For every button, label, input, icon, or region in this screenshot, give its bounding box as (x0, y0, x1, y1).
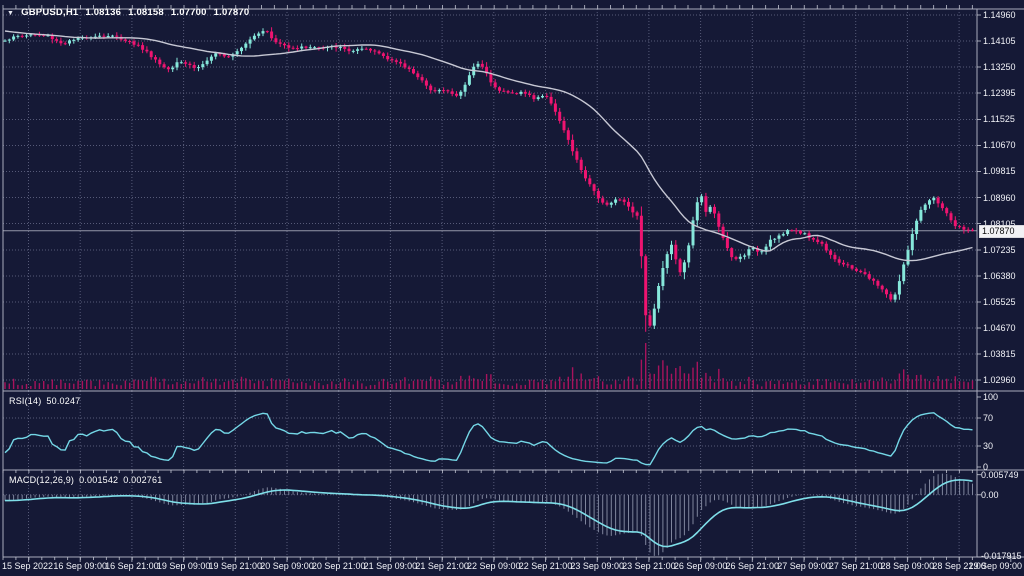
rsi-tick-label: 0 (983, 462, 989, 472)
price-tick-label: 1.14105 (983, 36, 1016, 46)
ohlc-low-value: 1.07700 (170, 7, 207, 18)
time-axis-label: 20 Sep 09:00 (260, 561, 314, 571)
macd-signal-value: 0.002761 (123, 475, 163, 485)
rsi-indicator-value: 50.0247 (46, 396, 81, 406)
rsi-tick-label: 70 (983, 413, 994, 423)
rsi-tick-label: 100 (983, 392, 999, 402)
time-axis-label: 27 Sep 21:00 (828, 561, 883, 571)
time-axis-label: 22 Sep 21:00 (518, 561, 573, 571)
price-tick-label: 1.11525 (983, 114, 1015, 125)
price-tick-label: 1.04670 (983, 322, 1016, 333)
symbol-dropdown-icon[interactable]: ▼ (7, 10, 15, 17)
price-tick-label: 1.08960 (983, 192, 1016, 203)
time-axis-label: 15 Sep 2022 (2, 561, 54, 571)
ohlc-high-value: 1.08158 (128, 7, 164, 18)
time-axis-label: 21 Sep 09:00 (363, 561, 418, 571)
price-tick-label: 1.03815 (983, 348, 1016, 359)
time-axis-label: 26 Sep 21:00 (725, 561, 780, 571)
time-axis-label: 20 Sep 21:00 (311, 561, 366, 571)
time-axis-label: 21 Sep 21:00 (415, 561, 469, 571)
rsi-tick-label: 30 (983, 441, 994, 451)
ohlc-open-value: 1.08136 (85, 7, 122, 18)
price-tick-label: 1.10670 (983, 140, 1016, 151)
macd-main-value: 0.001542 (79, 475, 119, 485)
price-tick-label: 1.02960 (983, 375, 1016, 385)
price-tick-label: 1.09815 (983, 166, 1016, 177)
rsi-panel-label: RSI(14) 50.0247 (9, 396, 80, 406)
time-axis-label: 16 Sep 21:00 (105, 561, 159, 571)
time-axis-label: 28 Sep 21:00 (932, 561, 986, 571)
symbol-label: GBPUSD,H1 (21, 7, 79, 18)
macd-tick-label: 0.00 (981, 489, 999, 500)
price-tick-label: 1.06380 (983, 270, 1016, 281)
rsi-indicator-name: RSI(14) (9, 396, 42, 406)
time-axis-label: 19 Sep 21:00 (208, 561, 263, 571)
ohlc-close-value: 1.07870 (213, 7, 250, 18)
macd-panel-label: MACD(12,26,9) 0.001542 0.002761 (9, 475, 162, 485)
price-tick-label: 1.12395 (983, 88, 1016, 99)
macd-indicator-name: MACD(12,26,9) (9, 475, 75, 485)
price-tick-label: 1.08105 (983, 218, 1016, 229)
time-axis-label: 26 Sep 09:00 (673, 561, 728, 571)
price-tick-label: 1.05525 (983, 296, 1016, 307)
time-axis-label: 28 Sep 09:00 (880, 561, 935, 571)
price-tick-label: 1.07235 (983, 244, 1016, 255)
current-price-box: 1.07870 (979, 225, 1024, 238)
time-axis-label: 19 Sep 09:00 (156, 561, 211, 571)
time-axis-label: 16 Sep 09:00 (53, 561, 107, 571)
time-axis-label: 27 Sep 09:00 (777, 561, 831, 571)
price-tick-label: 1.13250 (983, 62, 1016, 72)
price-tick-label: 1.14960 (983, 10, 1016, 20)
time-axis-label: 23 Sep 21:00 (622, 561, 676, 571)
chart-header: ▼ GBPUSD,H1 1.08136 1.08158 1.07700 1.07870 (7, 7, 249, 18)
macd-tick-label: -0.017915 (981, 551, 1022, 561)
time-axis-label: 22 Sep 09:00 (467, 561, 521, 571)
macd-tick-label: 0.005749 (981, 469, 1019, 480)
time-axis-label: 29 Sep 09:00 (968, 561, 1022, 571)
time-axis-label: 23 Sep 09:00 (570, 561, 624, 571)
